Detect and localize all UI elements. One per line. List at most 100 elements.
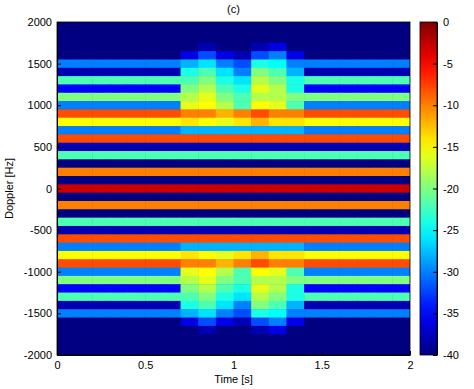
heatmap-cell: [163, 234, 181, 243]
heatmap-cell: [110, 276, 128, 285]
heatmap-cell: [145, 301, 163, 310]
heatmap-cell: [357, 118, 375, 127]
heatmap-cell: [216, 184, 234, 193]
heatmap-cell: [92, 259, 110, 268]
heatmap-cell: [181, 284, 199, 293]
heatmap-cell: [392, 301, 410, 310]
heatmap-cell: [251, 93, 269, 102]
heatmap-cell: [92, 93, 110, 102]
heatmap-cell: [269, 351, 287, 355]
heatmap-cell: [234, 243, 252, 252]
heatmap-cell: [234, 43, 252, 52]
heatmap-cell: [304, 184, 322, 193]
heatmap-cell: [304, 109, 322, 118]
heatmap-cell: [128, 243, 146, 252]
heatmap-cell: [181, 168, 199, 177]
heatmap-cell: [286, 326, 304, 335]
heatmap-cell: [163, 51, 181, 60]
heatmap-cell: [110, 159, 128, 168]
heatmap-cell: [269, 193, 287, 202]
heatmap-cell: [128, 309, 146, 318]
heatmap-cell: [304, 201, 322, 210]
heatmap-cell: [163, 343, 181, 352]
heatmap-cell: [251, 226, 269, 235]
heatmap-cell: [269, 134, 287, 143]
heatmap-cell: [375, 43, 393, 52]
heatmap-cell: [392, 184, 410, 193]
heatmap-cell: [145, 109, 163, 118]
heatmap-cell: [163, 334, 181, 343]
heatmap-cell: [198, 284, 216, 293]
heatmap-cell: [92, 101, 110, 110]
heatmap-cell: [92, 118, 110, 127]
heatmap-cell: [286, 343, 304, 352]
heatmap-cell: [128, 326, 146, 335]
heatmap-cell: [304, 93, 322, 102]
heatmap-cell: [304, 268, 322, 277]
heatmap-cell: [322, 176, 340, 185]
heatmap-cell: [163, 326, 181, 335]
heatmap-cell: [75, 34, 93, 43]
heatmap-cell: [75, 168, 93, 177]
heatmap-cell: [322, 26, 340, 35]
heatmap-cell: [216, 293, 234, 302]
heatmap-cell: [357, 243, 375, 252]
heatmap-cell: [145, 343, 163, 352]
heatmap-cell: [110, 184, 128, 193]
xticks-tick: 1: [231, 351, 237, 371]
heatmap-cell: [286, 43, 304, 52]
heatmap-cell: [75, 126, 93, 135]
yticks-tick: 500: [34, 141, 61, 153]
heatmap-cell: [234, 184, 252, 193]
heatmap-cell: [92, 326, 110, 335]
heatmap-cell: [57, 343, 75, 352]
heatmap-cell: [198, 293, 216, 302]
heatmap-cell: [251, 234, 269, 243]
heatmap-cell: [251, 76, 269, 85]
heatmap-cell: [269, 109, 287, 118]
heatmap-cell: [92, 22, 110, 27]
heatmap-cell: [322, 134, 340, 143]
heatmap-cell: [128, 76, 146, 85]
heatmap-cell: [181, 201, 199, 210]
heatmap-cell: [75, 109, 93, 118]
heatmap-cell: [110, 234, 128, 243]
heatmap-cell: [392, 326, 410, 335]
heatmap-cell: [251, 168, 269, 177]
heatmap-cell: [110, 101, 128, 110]
heatmap-cell: [304, 59, 322, 68]
heatmap-cell: [234, 84, 252, 93]
heatmap-cell: [392, 26, 410, 35]
heatmap-cell: [251, 84, 269, 93]
heatmap-cell: [286, 259, 304, 268]
heatmap-cell: [128, 234, 146, 243]
heatmap-cell: [181, 76, 199, 85]
heatmap-cell: [198, 234, 216, 243]
heatmap-cell: [234, 76, 252, 85]
heatmap-cell: [92, 293, 110, 302]
heatmap-cell: [145, 184, 163, 193]
heatmap-cell: [304, 334, 322, 343]
heatmap-cell: [375, 193, 393, 202]
heatmap-cell: [92, 84, 110, 93]
heatmap-cell: [234, 118, 252, 127]
heatmap-cell: [286, 284, 304, 293]
heatmap-cell: [163, 22, 181, 27]
heatmap-cell: [234, 51, 252, 60]
heatmap-cell: [269, 201, 287, 210]
heatmap-cell: [198, 301, 216, 310]
heatmap-cell: [128, 293, 146, 302]
heatmap-cell: [216, 59, 234, 68]
heatmap-cell: [181, 334, 199, 343]
heatmap-cell: [110, 334, 128, 343]
heatmap-cell: [57, 259, 75, 268]
heatmap-cell: [357, 109, 375, 118]
heatmap-cell: [339, 209, 357, 218]
heatmap-cell: [75, 93, 93, 102]
heatmap-cell: [145, 126, 163, 135]
heatmap-cell: [110, 251, 128, 260]
color_ticks-tick-mark: [433, 272, 437, 273]
heatmap-cell: [181, 101, 199, 110]
heatmap-cell: [145, 309, 163, 318]
heatmap-cell: [128, 43, 146, 52]
